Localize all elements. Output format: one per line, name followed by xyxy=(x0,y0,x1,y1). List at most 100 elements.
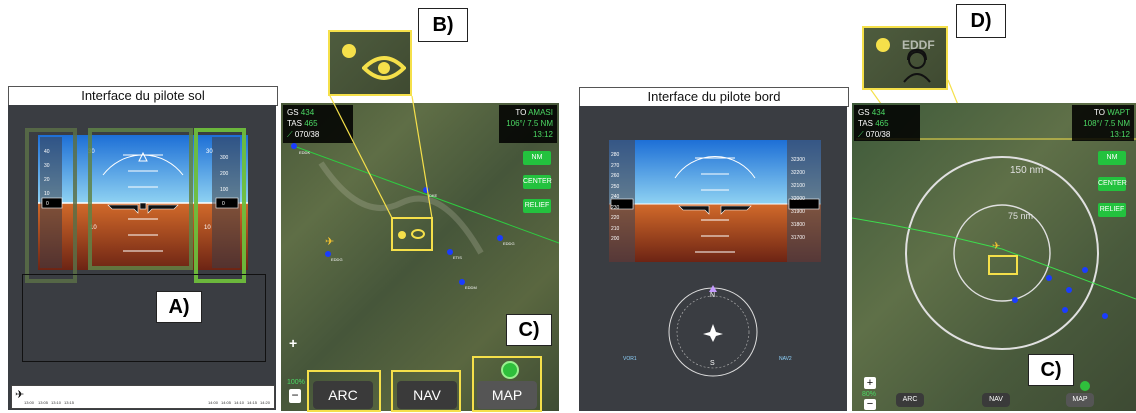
eye-icon xyxy=(411,229,425,239)
speed-tick: 200 xyxy=(611,236,620,242)
pfd-pitch-label: 10 xyxy=(90,225,97,231)
waypoint-marker[interactable] xyxy=(447,249,453,255)
onboard-pilot-map[interactable]: 150 nm 75 nm GS 434 TAS 465 ⟋ 070/38 TO … xyxy=(852,103,1136,411)
map-focus-box xyxy=(391,217,433,251)
map-button[interactable]: MAP xyxy=(1066,393,1094,407)
speed-tick: 20 xyxy=(44,177,50,183)
nav-button-highlight xyxy=(391,370,461,412)
map-button-highlight xyxy=(472,356,542,412)
waypoint-marker[interactable] xyxy=(291,143,297,149)
center-button[interactable]: CENTER xyxy=(1098,177,1127,191)
waypoint-marker[interactable] xyxy=(1012,297,1018,303)
waypoint-marker[interactable] xyxy=(1046,275,1052,281)
nm-button[interactable]: NM xyxy=(523,151,551,165)
pilot-avatar-icon[interactable] xyxy=(1080,381,1090,391)
speed-tick: 10 xyxy=(44,191,50,197)
altitude-tick: 200 xyxy=(220,171,229,177)
altitude-tick: 32100 xyxy=(791,183,805,189)
eye-icon xyxy=(362,56,406,80)
waypoint-label: ETIS xyxy=(453,255,462,260)
timeline-tick: 13:00 xyxy=(24,400,35,405)
timeline-tick: 14:20 xyxy=(260,400,271,405)
nav-button[interactable]: NAV xyxy=(982,393,1010,407)
range-rings xyxy=(852,138,1136,350)
label-a: A) xyxy=(156,291,202,323)
waypoint-marker[interactable] xyxy=(1102,313,1108,319)
speed-tick: 0 xyxy=(46,201,49,207)
altitude-tick: 31700 xyxy=(791,235,805,241)
zoom-out-button[interactable]: − xyxy=(864,399,876,410)
altitude-tick: 32000 xyxy=(791,196,805,202)
label-d: D) xyxy=(956,4,1006,38)
center-button[interactable]: CENTER xyxy=(523,175,552,189)
altitude-tick: 0 xyxy=(222,201,225,207)
right-hud-waypoint: TO WAPT 108°/ 7.5 NM 13:12 xyxy=(1072,105,1134,141)
zoom-level: 100% xyxy=(287,379,305,386)
waypoint-label: EDDG xyxy=(503,241,515,246)
speed-tick: 220 xyxy=(611,215,620,221)
speed-tick: 270 xyxy=(611,162,620,169)
compass-north: N xyxy=(710,292,716,299)
ground-pilot-map[interactable]: GS 434 TAS 465 ⟋ 070/38 TO AMASI 106°/ 7… xyxy=(281,103,559,411)
speed-tape-highlight xyxy=(25,128,77,283)
timeline-tick: 13:10 xyxy=(51,400,62,405)
waypoint-marker[interactable] xyxy=(1066,287,1072,293)
onboard-pilot-panel: 280 270 260 250 240 230 220 210 200 3230… xyxy=(579,106,847,411)
speed-tick: 260 xyxy=(611,173,620,179)
waypoint-label: EDDM xyxy=(465,285,477,290)
pilot-avatar-icon[interactable] xyxy=(501,361,519,379)
waypoint-marker[interactable] xyxy=(325,251,331,257)
map-button[interactable]: MAP xyxy=(477,381,537,409)
timeline-tick: 13:15 xyxy=(64,400,75,405)
waypoint-marker[interactable] xyxy=(459,279,465,285)
map-focus-box-right xyxy=(988,255,1018,275)
ring-150-label: 150 nm xyxy=(1010,165,1044,176)
compass-south: S xyxy=(710,360,715,367)
compass-rose xyxy=(668,285,758,377)
waypoint-marker[interactable] xyxy=(423,187,429,193)
nm-button[interactable]: NM xyxy=(1098,151,1126,165)
aircraft-icon: ✈ xyxy=(992,241,1001,252)
pfd-pitch-label: 30 xyxy=(206,149,213,155)
zoom-callout-b xyxy=(328,30,412,96)
nav-button[interactable]: NAV xyxy=(397,381,457,409)
waypoint-marker[interactable] xyxy=(1062,307,1068,313)
altitude-tape-highlight xyxy=(194,128,246,283)
zoom-in-button[interactable]: + xyxy=(864,377,876,389)
zoom-out-button[interactable]: − xyxy=(289,389,301,403)
speed-ticks: 280 270 260 250 240 230 220 210 200 xyxy=(611,150,619,245)
ground-pilot-panel: 30 30 10 10 40 30 20 10 0 300 200 100 0 … xyxy=(8,105,276,410)
area-a-outline xyxy=(22,274,266,362)
label-c-left: C) xyxy=(506,314,552,346)
arc-button[interactable]: ARC xyxy=(896,393,924,407)
timeline-tick: 14:10 xyxy=(234,400,245,405)
aircraft-icon: ✈ xyxy=(325,236,335,248)
ring-75-label: 75 nm xyxy=(1008,211,1034,221)
label-c-right: C) xyxy=(1028,354,1074,386)
altitude-tick: 100 xyxy=(220,187,229,193)
timeline-tick: 14:05 xyxy=(221,400,232,405)
relief-button[interactable]: RELIEF xyxy=(1098,203,1126,217)
waypoint-label: EDDG xyxy=(331,257,343,262)
vor1-label: VOR1 xyxy=(623,356,637,362)
zoom-callout-d: EDDF xyxy=(862,26,948,90)
zoom-in-button[interactable]: + xyxy=(289,335,298,351)
waypoint-label: EDDF xyxy=(902,38,935,52)
arc-button[interactable]: ARC xyxy=(313,381,373,409)
relief-button[interactable]: RELIEF xyxy=(523,199,551,213)
speed-tick: 40 xyxy=(44,149,50,155)
waypoint-marker[interactable] xyxy=(1082,267,1088,273)
airplane-icon: ✈ xyxy=(15,389,25,401)
altitude-tick: 31800 xyxy=(791,222,805,228)
left-hud-waypoint: TO AMASI 106°/ 7.5 NM 13:12 xyxy=(499,105,557,143)
altitude-tick: 32300 xyxy=(791,157,805,163)
label-b: B) xyxy=(418,8,468,42)
speed-tick: 30 xyxy=(44,163,50,169)
waypoint-marker[interactable] xyxy=(497,235,503,241)
zoom-level: 80% xyxy=(862,391,877,398)
pfd-pitch-label: 10 xyxy=(204,225,211,231)
timeline-tick: 14:00 xyxy=(208,400,219,405)
speed-tick: 280 xyxy=(611,152,620,158)
timeline-tick: 13:05 xyxy=(38,400,49,405)
route-line xyxy=(290,144,559,255)
